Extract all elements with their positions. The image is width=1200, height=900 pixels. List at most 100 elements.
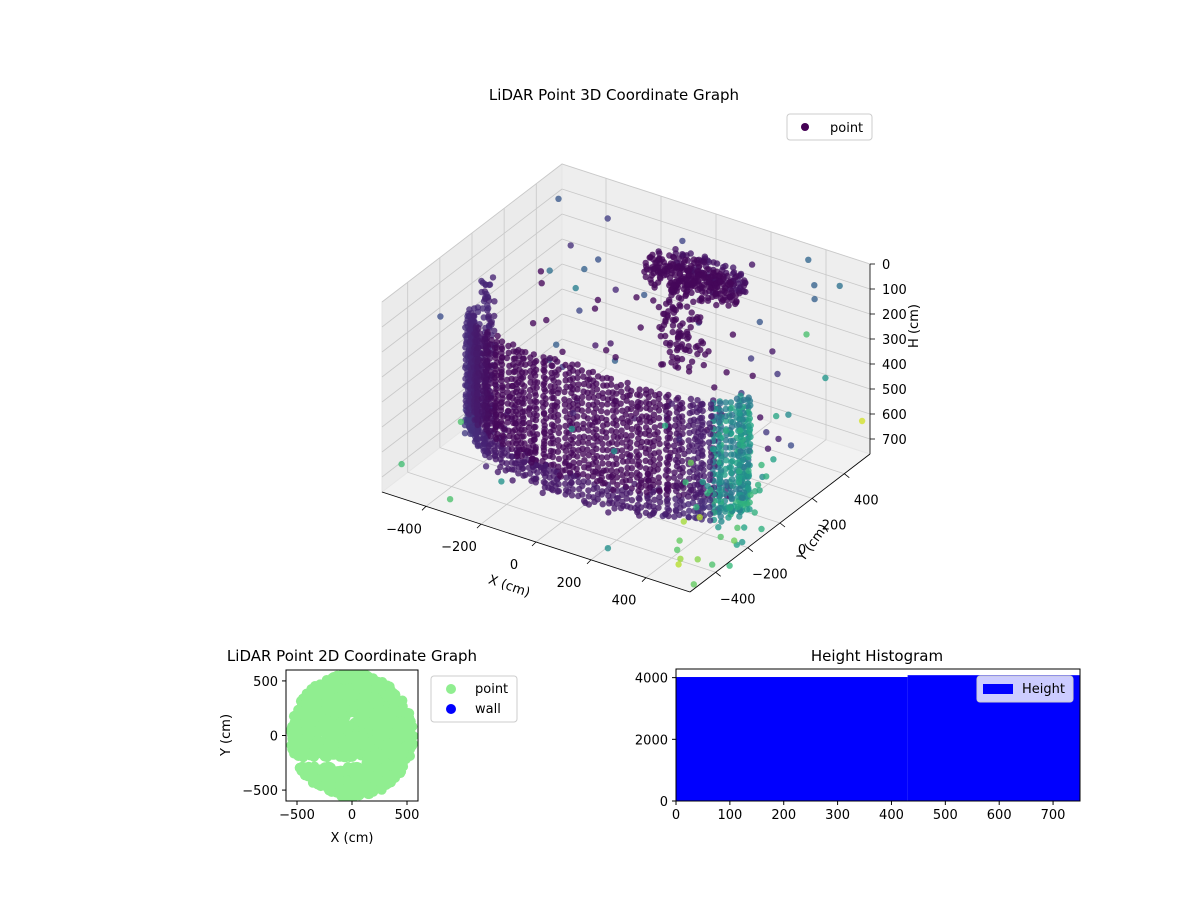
point-3d — [604, 215, 611, 222]
point-3d — [715, 425, 722, 433]
y-axis-label-2d: Y (cm) — [219, 714, 234, 757]
point-3d — [727, 464, 735, 471]
point-3d — [737, 433, 744, 440]
point-3d — [672, 456, 679, 464]
point-3d — [540, 354, 547, 361]
point-2d — [396, 696, 407, 707]
point-3d — [598, 488, 606, 495]
point-3d — [518, 399, 526, 407]
point-2d — [340, 674, 351, 685]
point-3d — [575, 478, 582, 486]
y-tick-3d — [811, 498, 818, 503]
point-3d — [598, 414, 605, 422]
point-3d — [699, 478, 706, 486]
point-3d — [723, 369, 730, 376]
point-3d — [555, 386, 562, 393]
point-3d — [585, 369, 593, 376]
point-3d — [398, 460, 405, 468]
point-3d — [612, 354, 619, 361]
point-3d — [562, 491, 569, 498]
point-3d — [741, 277, 748, 284]
point-3d — [707, 430, 714, 438]
point-3d — [652, 404, 659, 411]
point-3d — [479, 279, 487, 286]
point-3d — [604, 545, 612, 552]
point-3d — [663, 416, 670, 423]
point-3d — [737, 448, 744, 455]
point-3d — [576, 307, 583, 314]
point-3d — [575, 439, 582, 447]
point-3d — [634, 391, 641, 398]
point-3d — [757, 414, 764, 421]
point-3d — [678, 355, 686, 363]
point-3d — [733, 273, 740, 280]
point-3d — [580, 478, 587, 485]
point-3d — [745, 394, 752, 401]
point-3d — [675, 328, 683, 335]
point-3d — [729, 331, 737, 338]
point-3d — [670, 442, 678, 449]
point-3d — [669, 353, 676, 361]
point-3d — [676, 435, 683, 443]
point-3d — [704, 266, 711, 273]
y-tick-3d — [747, 547, 754, 552]
point-3d — [674, 364, 682, 371]
point-3d — [591, 305, 599, 312]
point-2d — [367, 783, 378, 794]
point-2d — [300, 747, 311, 757]
point-3d — [655, 474, 662, 481]
point-3d — [696, 514, 703, 521]
legend-2d-wall-label: wall — [475, 702, 501, 717]
point-3d — [541, 425, 548, 433]
point-3d — [622, 432, 629, 439]
point-3d — [656, 488, 663, 495]
point-3d — [624, 379, 631, 387]
point-3d — [664, 505, 671, 512]
point-3d — [642, 457, 649, 464]
point-3d — [663, 427, 670, 434]
point-3d — [509, 439, 516, 447]
point-3d — [598, 407, 605, 415]
point-3d — [663, 497, 671, 504]
point-3d — [508, 459, 515, 466]
point-3d — [509, 341, 517, 348]
point-3d — [643, 482, 650, 489]
point-3d — [483, 423, 490, 430]
point-3d — [656, 455, 664, 462]
point-2d — [321, 774, 332, 785]
point-3d — [728, 489, 735, 496]
point-3d — [701, 274, 708, 281]
point-3d — [671, 317, 678, 324]
point-2d — [330, 746, 340, 757]
point-3d — [611, 448, 618, 455]
point-3d — [642, 445, 649, 452]
point-3d — [736, 441, 744, 448]
point-3d — [676, 270, 684, 277]
point-3d — [729, 457, 736, 465]
point-3d — [665, 308, 672, 315]
point-3d — [740, 456, 747, 463]
point-3d — [437, 313, 444, 320]
point-2d — [351, 761, 362, 772]
point-3d — [532, 366, 540, 373]
point-3d — [758, 461, 765, 469]
point-2d — [352, 670, 362, 681]
point-3d — [500, 425, 507, 433]
point-3d — [539, 489, 546, 497]
point-3d — [680, 484, 687, 491]
point-3d — [706, 420, 713, 427]
point-3d — [643, 263, 650, 270]
x-tick-label-histogram: 200 — [771, 808, 796, 823]
point-3d — [670, 254, 677, 261]
point-3d — [618, 415, 626, 422]
point-3d — [532, 479, 539, 486]
point-2d — [408, 731, 418, 741]
point-3d — [690, 494, 697, 501]
point-3d — [656, 324, 663, 331]
point-3d — [642, 424, 650, 431]
point-3d — [633, 448, 640, 455]
point-3d — [580, 412, 588, 420]
point-3d — [693, 504, 700, 511]
point-3d — [657, 333, 664, 340]
point-3d — [707, 401, 715, 408]
